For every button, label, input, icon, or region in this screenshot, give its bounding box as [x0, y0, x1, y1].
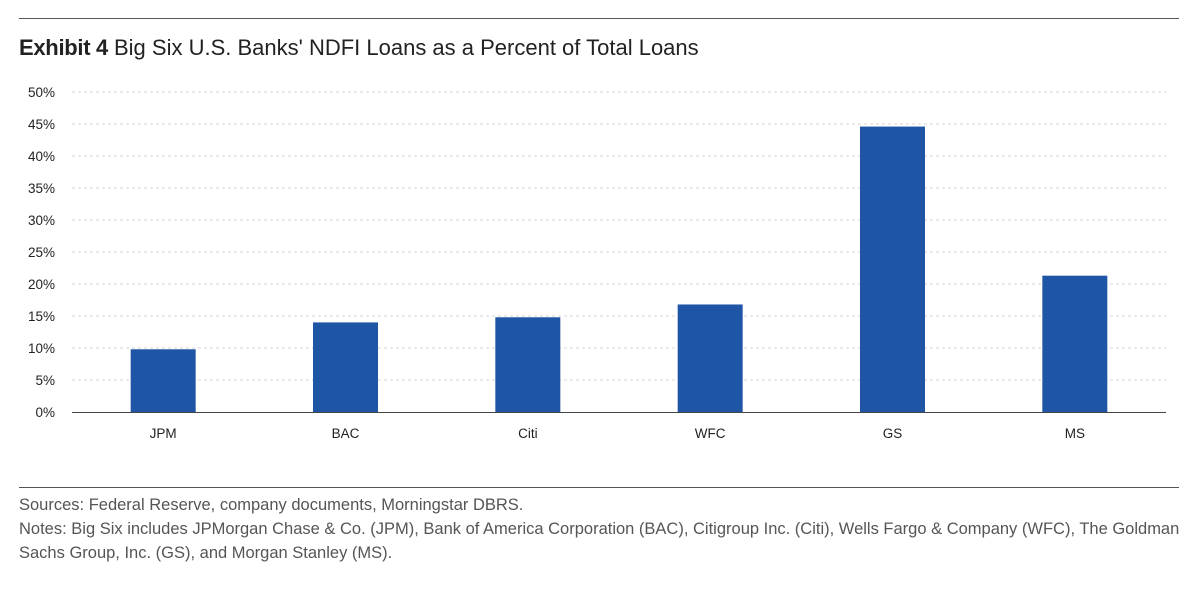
y-axis-tick-labels: 0% 5% 10% 15% 20% 25% 30% 35% 40% 45% 50% — [28, 85, 55, 420]
sources-text: Sources: Federal Reserve, company docume… — [19, 496, 524, 514]
top-rule — [19, 18, 1179, 19]
bar-citi — [495, 317, 561, 412]
chart-title: Exhibit 4 Big Six U.S. Banks' NDFI Loans … — [19, 34, 699, 62]
footnotes: Sources: Federal Reserve, company docume… — [19, 493, 1184, 565]
y-tick-label: 30% — [28, 213, 55, 228]
x-tick-label: Citi — [518, 426, 538, 441]
x-tick-label: WFC — [695, 426, 726, 441]
bar-bac — [313, 322, 378, 412]
x-tick-label: JPM — [150, 426, 177, 441]
y-tick-label: 5% — [35, 373, 55, 388]
y-tick-label: 15% — [28, 309, 55, 324]
x-tick-label: MS — [1065, 426, 1085, 441]
bar-gs — [860, 126, 925, 412]
grid-lines — [72, 91, 1166, 381]
y-tick-label: 10% — [28, 341, 55, 356]
y-tick-label: 50% — [28, 85, 55, 100]
bottom-rule — [19, 487, 1179, 488]
bars — [130, 126, 1108, 412]
bar-jpm — [130, 349, 196, 412]
chart-title-text: Big Six U.S. Banks' NDFI Loans as a Perc… — [114, 35, 699, 60]
x-axis-tick-labels: JPM BAC Citi WFC GS MS — [150, 426, 1085, 441]
y-tick-label: 20% — [28, 277, 55, 292]
bar-chart: 0% 5% 10% 15% 20% 25% 30% 35% 40% 45% 50% JPM BAC Ci… — [28, 85, 1166, 441]
y-tick-label: 25% — [28, 245, 55, 260]
bar-ms — [1042, 275, 1108, 412]
y-tick-label: 40% — [28, 149, 55, 164]
x-tick-label: BAC — [332, 426, 360, 441]
exhibit-label: Exhibit 4 — [19, 35, 108, 60]
notes-text: Notes: Big Six includes JPMorgan Chase &… — [19, 520, 1180, 562]
y-tick-label: 35% — [28, 181, 55, 196]
x-tick-label: GS — [883, 426, 903, 441]
y-tick-label: 0% — [35, 405, 55, 420]
bar-wfc — [677, 304, 743, 412]
y-tick-label: 45% — [28, 117, 55, 132]
